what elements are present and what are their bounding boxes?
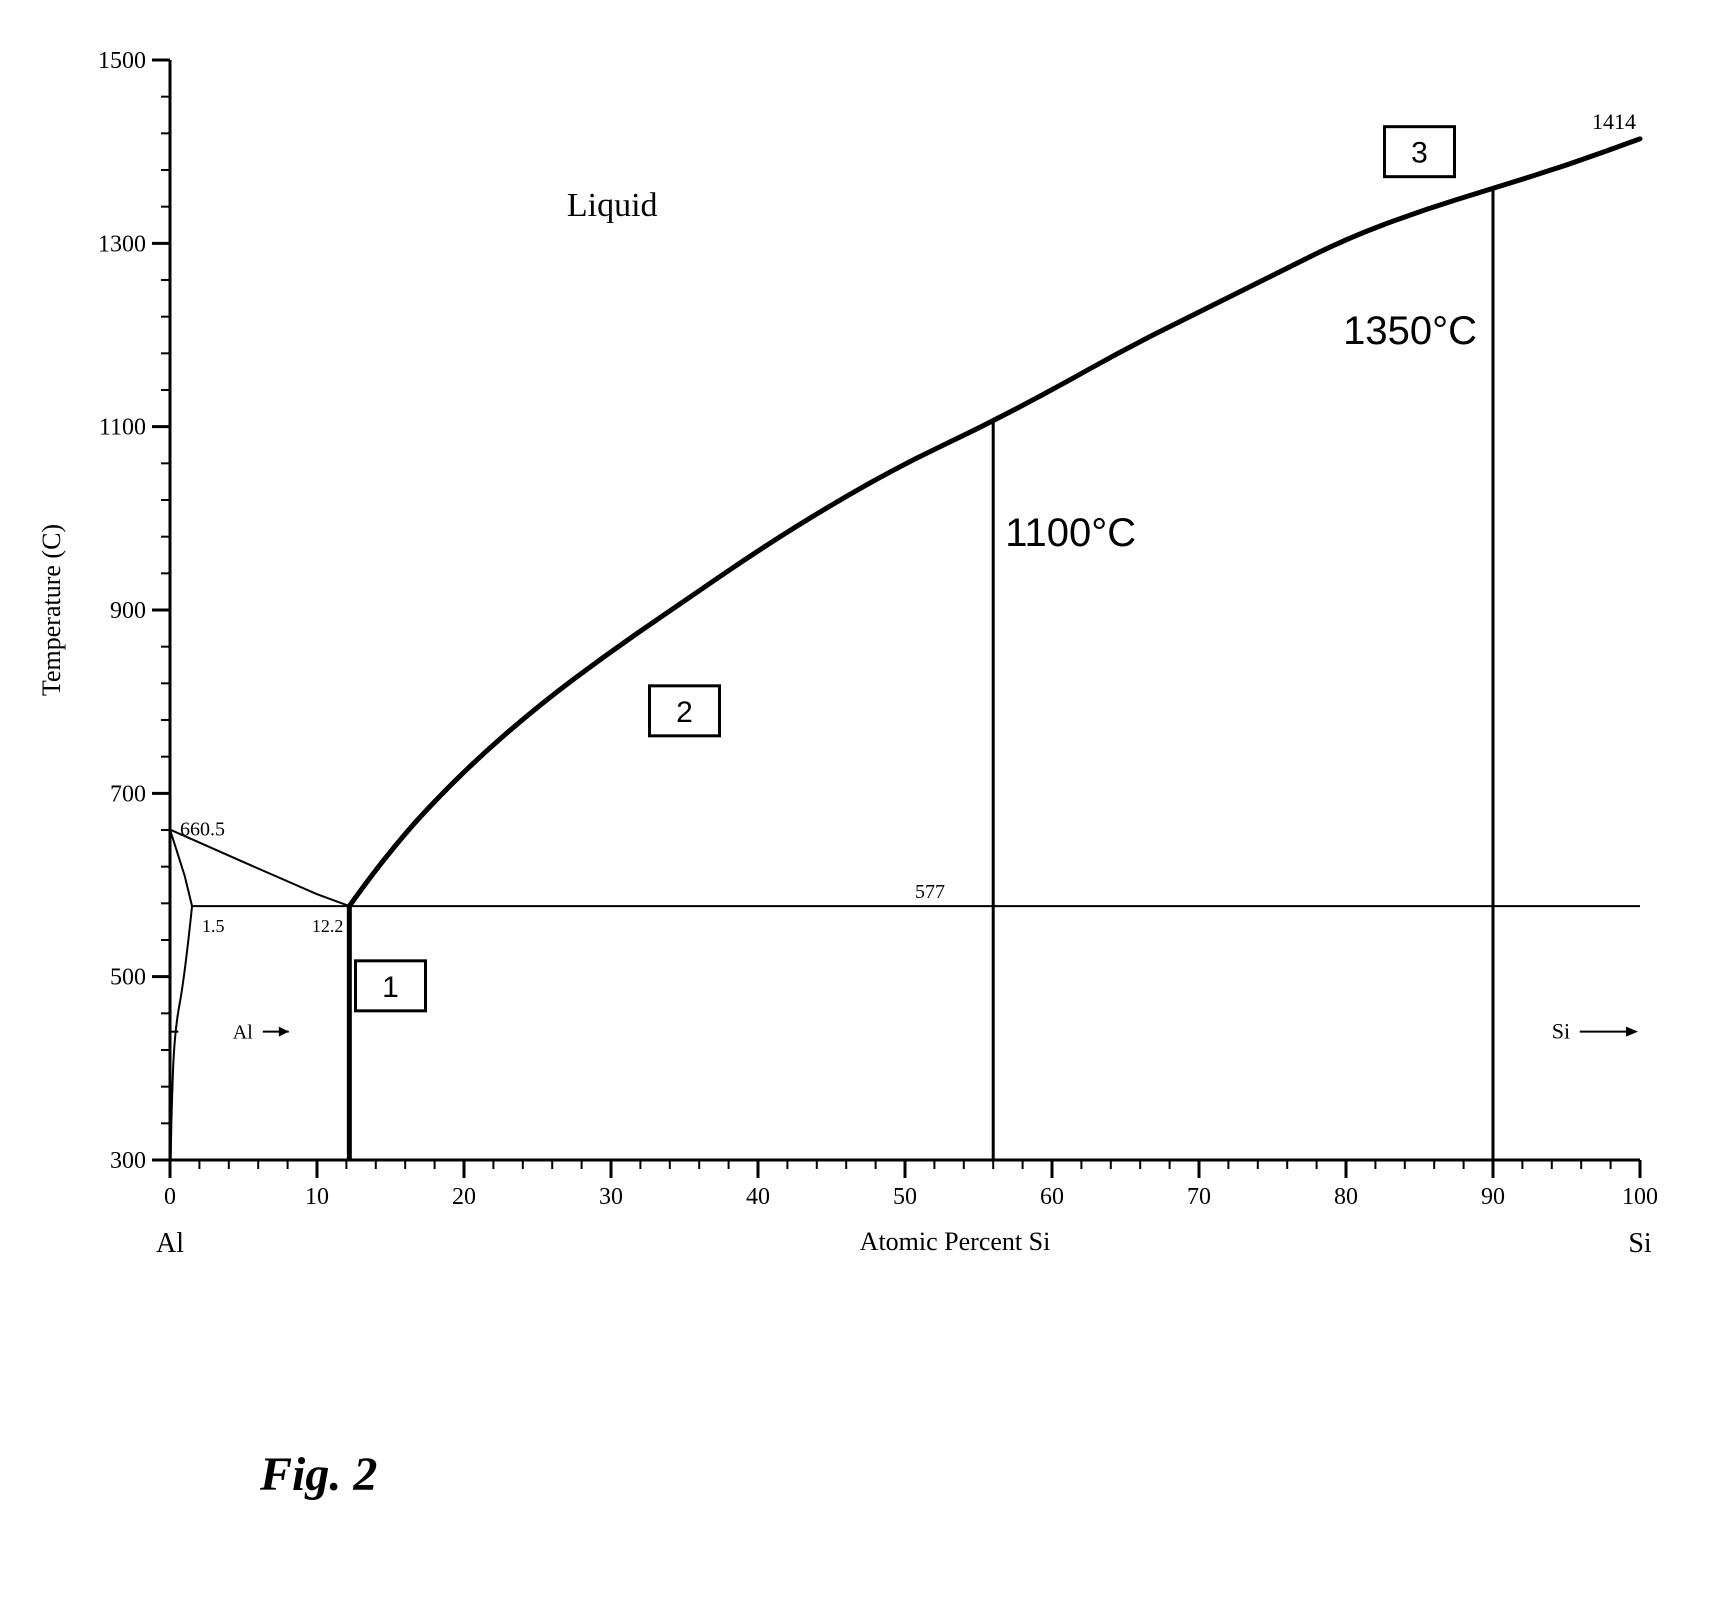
figure-wrap: 3005007009001100130015000102030405060708… (0, 0, 1723, 1620)
phase-si-label: Si (1552, 1019, 1570, 1044)
al-melting-label: 660.5 (180, 819, 225, 841)
x-tick-label: 50 (893, 1184, 917, 1210)
y-tick-label: 700 (110, 781, 146, 807)
phase-al-label: Al (233, 1022, 253, 1044)
x-end-label-si: Si (1628, 1228, 1652, 1259)
x-end-label-al: Al (156, 1228, 184, 1259)
liquid-region-label: Liquid (567, 187, 658, 224)
eutectic-label: 577 (915, 881, 945, 903)
x-tick-label: 60 (1040, 1184, 1064, 1210)
phase-diagram-chart: 3005007009001100130015000102030405060708… (0, 0, 1723, 1620)
figure-caption: Fig. 2 (259, 1448, 377, 1501)
callout-box-label-1: 1 (382, 971, 399, 1004)
y-tick-label: 1100 (99, 415, 146, 441)
y-tick-label: 1300 (98, 231, 146, 257)
eutectic-comp-label: 12.2 (312, 916, 344, 936)
y-tick-label: 1500 (98, 48, 146, 74)
x-tick-label: 90 (1481, 1184, 1505, 1210)
y-tick-label: 900 (110, 598, 146, 624)
x-tick-label: 20 (452, 1184, 476, 1210)
x-tick-label: 10 (305, 1184, 329, 1210)
callout-box-label-3: 3 (1411, 137, 1428, 170)
y-tick-label: 500 (110, 965, 146, 991)
x-tick-label: 100 (1622, 1184, 1658, 1210)
x-tick-label: 70 (1187, 1184, 1211, 1210)
x-axis-label: Atomic Percent Si (860, 1227, 1051, 1256)
al-solubility-label: 1.5 (202, 916, 225, 936)
x-tick-label: 0 (164, 1184, 176, 1210)
callout-temp-label-2: 1100°C (1005, 511, 1136, 555)
y-axis-label: Temperature (C) (37, 524, 66, 696)
x-tick-label: 80 (1334, 1184, 1358, 1210)
callout-box-label-2: 2 (676, 696, 693, 729)
y-tick-label: 300 (110, 1148, 146, 1174)
callout-temp-label-3: 1350°C (1343, 309, 1477, 353)
x-tick-label: 30 (599, 1184, 623, 1210)
x-tick-label: 40 (746, 1184, 770, 1210)
si-melting-label: 1414 (1592, 109, 1636, 134)
